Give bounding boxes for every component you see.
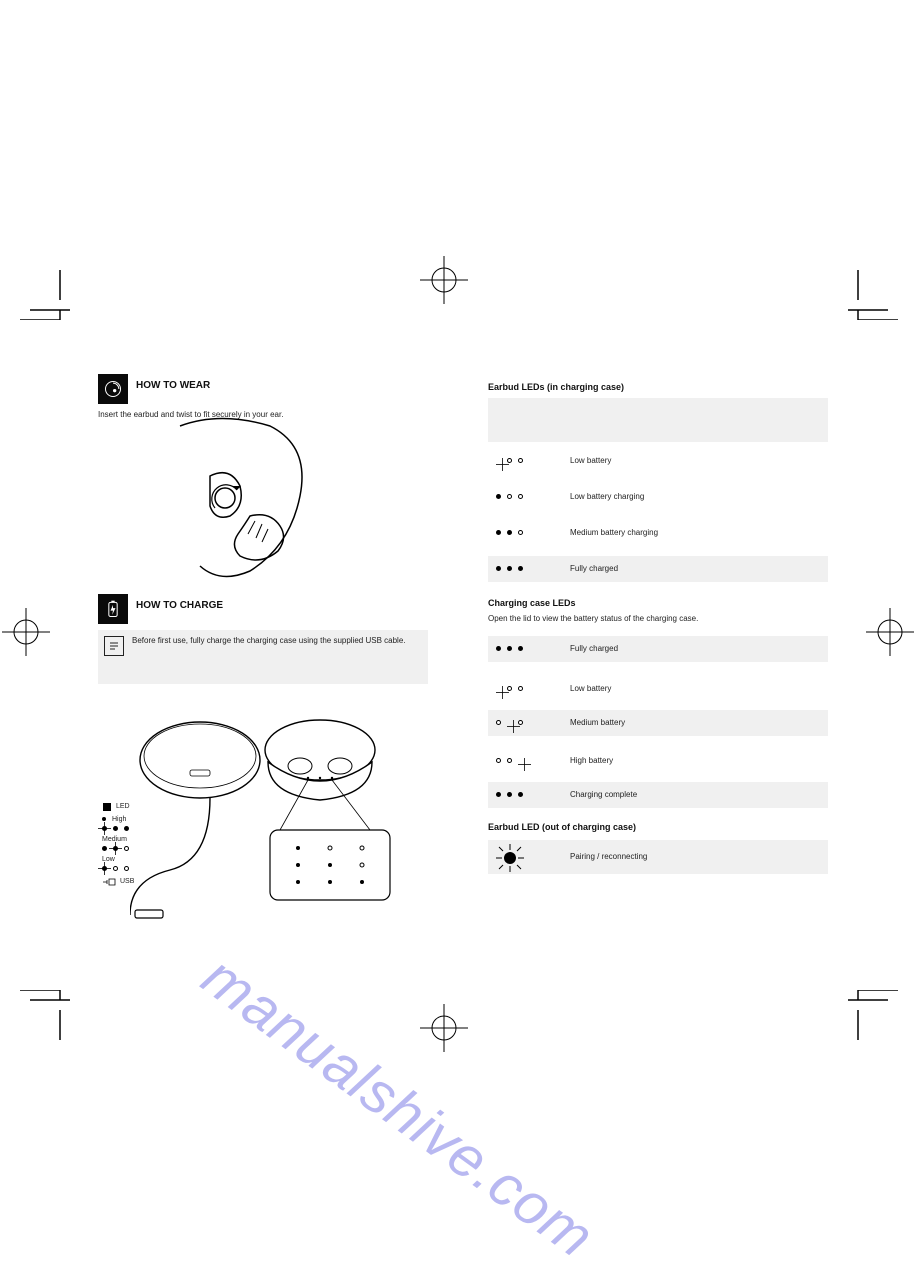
case-row-0-dots <box>496 646 523 651</box>
earbud-row-3-label: Fully charged <box>570 564 618 573</box>
case-row-3-label: High battery <box>570 756 613 765</box>
earbud-row-0-label: Low battery <box>570 456 611 465</box>
charging-case-diagram <box>130 700 430 920</box>
usb-label: USB <box>120 877 134 886</box>
registration-right <box>866 608 914 656</box>
earbud-row-1-dots <box>496 494 523 499</box>
charge-heading: HOW TO CHARGE <box>136 600 223 611</box>
earbud-led-band-top <box>488 398 828 442</box>
ear-fit-icon <box>98 374 128 404</box>
ear-diagram <box>160 416 320 586</box>
case-row-1-label: Low battery <box>570 684 611 693</box>
earbud-row-3-dots <box>496 566 523 571</box>
registration-bottom <box>420 1004 468 1052</box>
crop-mark-br <box>848 990 898 1040</box>
led-legend-title: LED <box>116 802 130 811</box>
case-row-2-dots <box>496 720 523 725</box>
case-row-2-label: Medium battery <box>570 718 625 727</box>
charge-note: Before first use, fully charge the charg… <box>98 630 428 684</box>
earbud-row-3-band <box>488 556 828 582</box>
registration-top <box>420 256 468 304</box>
earbud-row-2-dots <box>496 530 523 535</box>
case-row-4-dots <box>496 792 523 797</box>
case-row-0-label: Fully charged <box>570 644 618 653</box>
case-row-4-label: Charging complete <box>570 790 637 799</box>
earbud-led-heading: Earbud LEDs (in charging case) <box>488 382 624 392</box>
charge-note-text: Before first use, fully charge the charg… <box>132 636 406 645</box>
case-row-4-band <box>488 782 828 808</box>
crop-mark-bl <box>20 990 70 1040</box>
watermark: manualshive.com <box>190 943 607 1271</box>
wear-heading: HOW TO WEAR <box>136 380 210 391</box>
earbud-row-2-label: Medium battery charging <box>570 528 658 537</box>
earbud-row-1-label: Low battery charging <box>570 492 644 501</box>
case-row-3-dots <box>496 758 523 763</box>
led-legend: LED High Medium Low USB <box>102 802 134 886</box>
mono-led-heading: Earbud LED (out of charging case) <box>488 822 636 832</box>
registration-left <box>2 608 50 656</box>
earbud-row-0-dots <box>496 458 523 463</box>
case-row-1-dots <box>496 686 523 691</box>
case-led-body: Open the lid to view the battery status … <box>488 614 808 623</box>
mono-row-0-band <box>488 840 828 874</box>
mono-row-0-label: Pairing / reconnecting <box>570 852 647 861</box>
crop-mark-tr <box>848 270 898 320</box>
note-icon <box>104 636 124 656</box>
crop-mark-tl <box>20 270 70 320</box>
manual-page: manualshive.com HOW TO WEAR In <box>0 0 918 1188</box>
case-row-0-band <box>488 636 828 662</box>
case-row-2-band <box>488 710 828 736</box>
battery-charge-icon <box>98 594 128 624</box>
case-led-heading: Charging case LEDs <box>488 598 576 608</box>
mono-row-0-dot <box>504 852 516 864</box>
